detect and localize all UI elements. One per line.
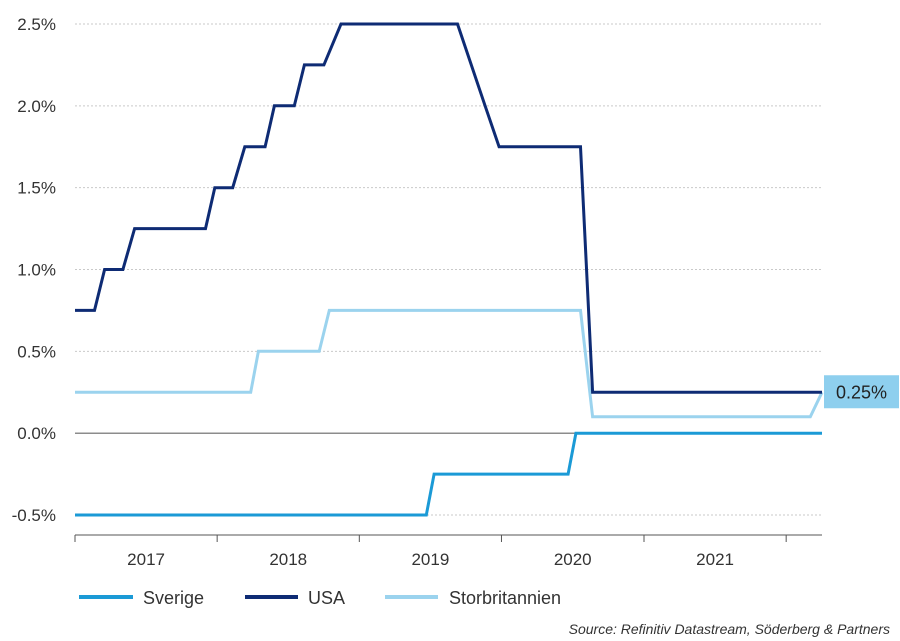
legend-label: Storbritannien [449, 588, 561, 608]
y-axis: -0.5% 0.0% 0.5% 1.0% 1.5% 2.0% 2.5% [12, 15, 56, 525]
y-tick-label: 1.5% [17, 179, 56, 198]
series-line-usa [75, 22, 822, 394]
y-tick-label: 1.0% [17, 261, 56, 280]
x-axis: 2017 2018 2019 2020 2021 [74, 534, 822, 569]
x-tick-label: 2017 [127, 550, 165, 569]
source-note: Source: Refinitiv Datastream, Söderberg … [569, 621, 890, 637]
x-tick-label: 2018 [269, 550, 307, 569]
legend-label: Sverige [143, 588, 204, 608]
x-tick-label: 2021 [696, 550, 734, 569]
y-tick-label: 2.5% [17, 15, 56, 34]
y-tick-label: 0.5% [17, 342, 56, 361]
series-line-sverige [75, 431, 822, 517]
legend-item-storbritannien: Storbritannien [385, 588, 561, 608]
x-tick-label: 2020 [554, 550, 592, 569]
y-tick-label: 0.0% [17, 424, 56, 443]
value-badge [824, 375, 899, 409]
x-tick-label: 2019 [411, 550, 449, 569]
legend-label: USA [308, 588, 345, 608]
series-line-storbritannien [75, 308, 824, 419]
y-tick-label: -0.5% [12, 506, 56, 525]
annotations: 0.25% [824, 375, 899, 409]
value-badge-label: 0.25% [836, 382, 887, 402]
y-tick-label: 2.0% [17, 97, 56, 116]
legend-item-usa: USA [245, 588, 345, 608]
legend-item-sverige: Sverige [79, 588, 204, 608]
legend: Sverige USA Storbritannien [79, 588, 561, 608]
series-lines [75, 22, 824, 517]
gridlines [75, 23, 822, 516]
